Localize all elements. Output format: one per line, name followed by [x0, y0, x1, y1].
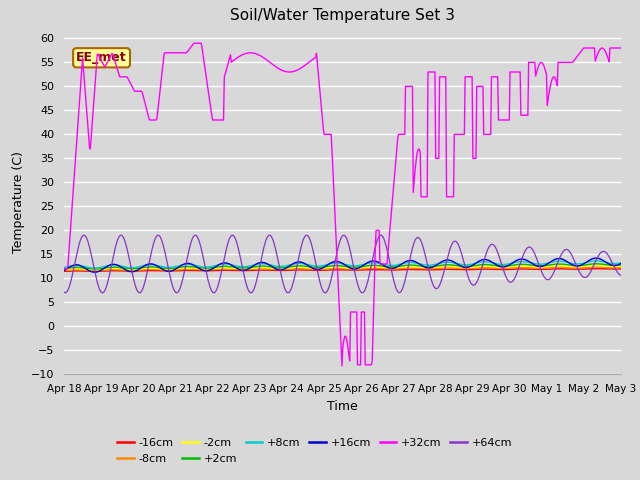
Text: EE_met: EE_met [76, 51, 127, 64]
Y-axis label: Temperature (C): Temperature (C) [12, 151, 26, 252]
Title: Soil/Water Temperature Set 3: Soil/Water Temperature Set 3 [230, 9, 455, 24]
Legend: -16cm, -8cm, -2cm, +2cm, +8cm, +16cm, +32cm, +64cm: -16cm, -8cm, -2cm, +2cm, +8cm, +16cm, +3… [113, 433, 516, 468]
X-axis label: Time: Time [327, 400, 358, 413]
